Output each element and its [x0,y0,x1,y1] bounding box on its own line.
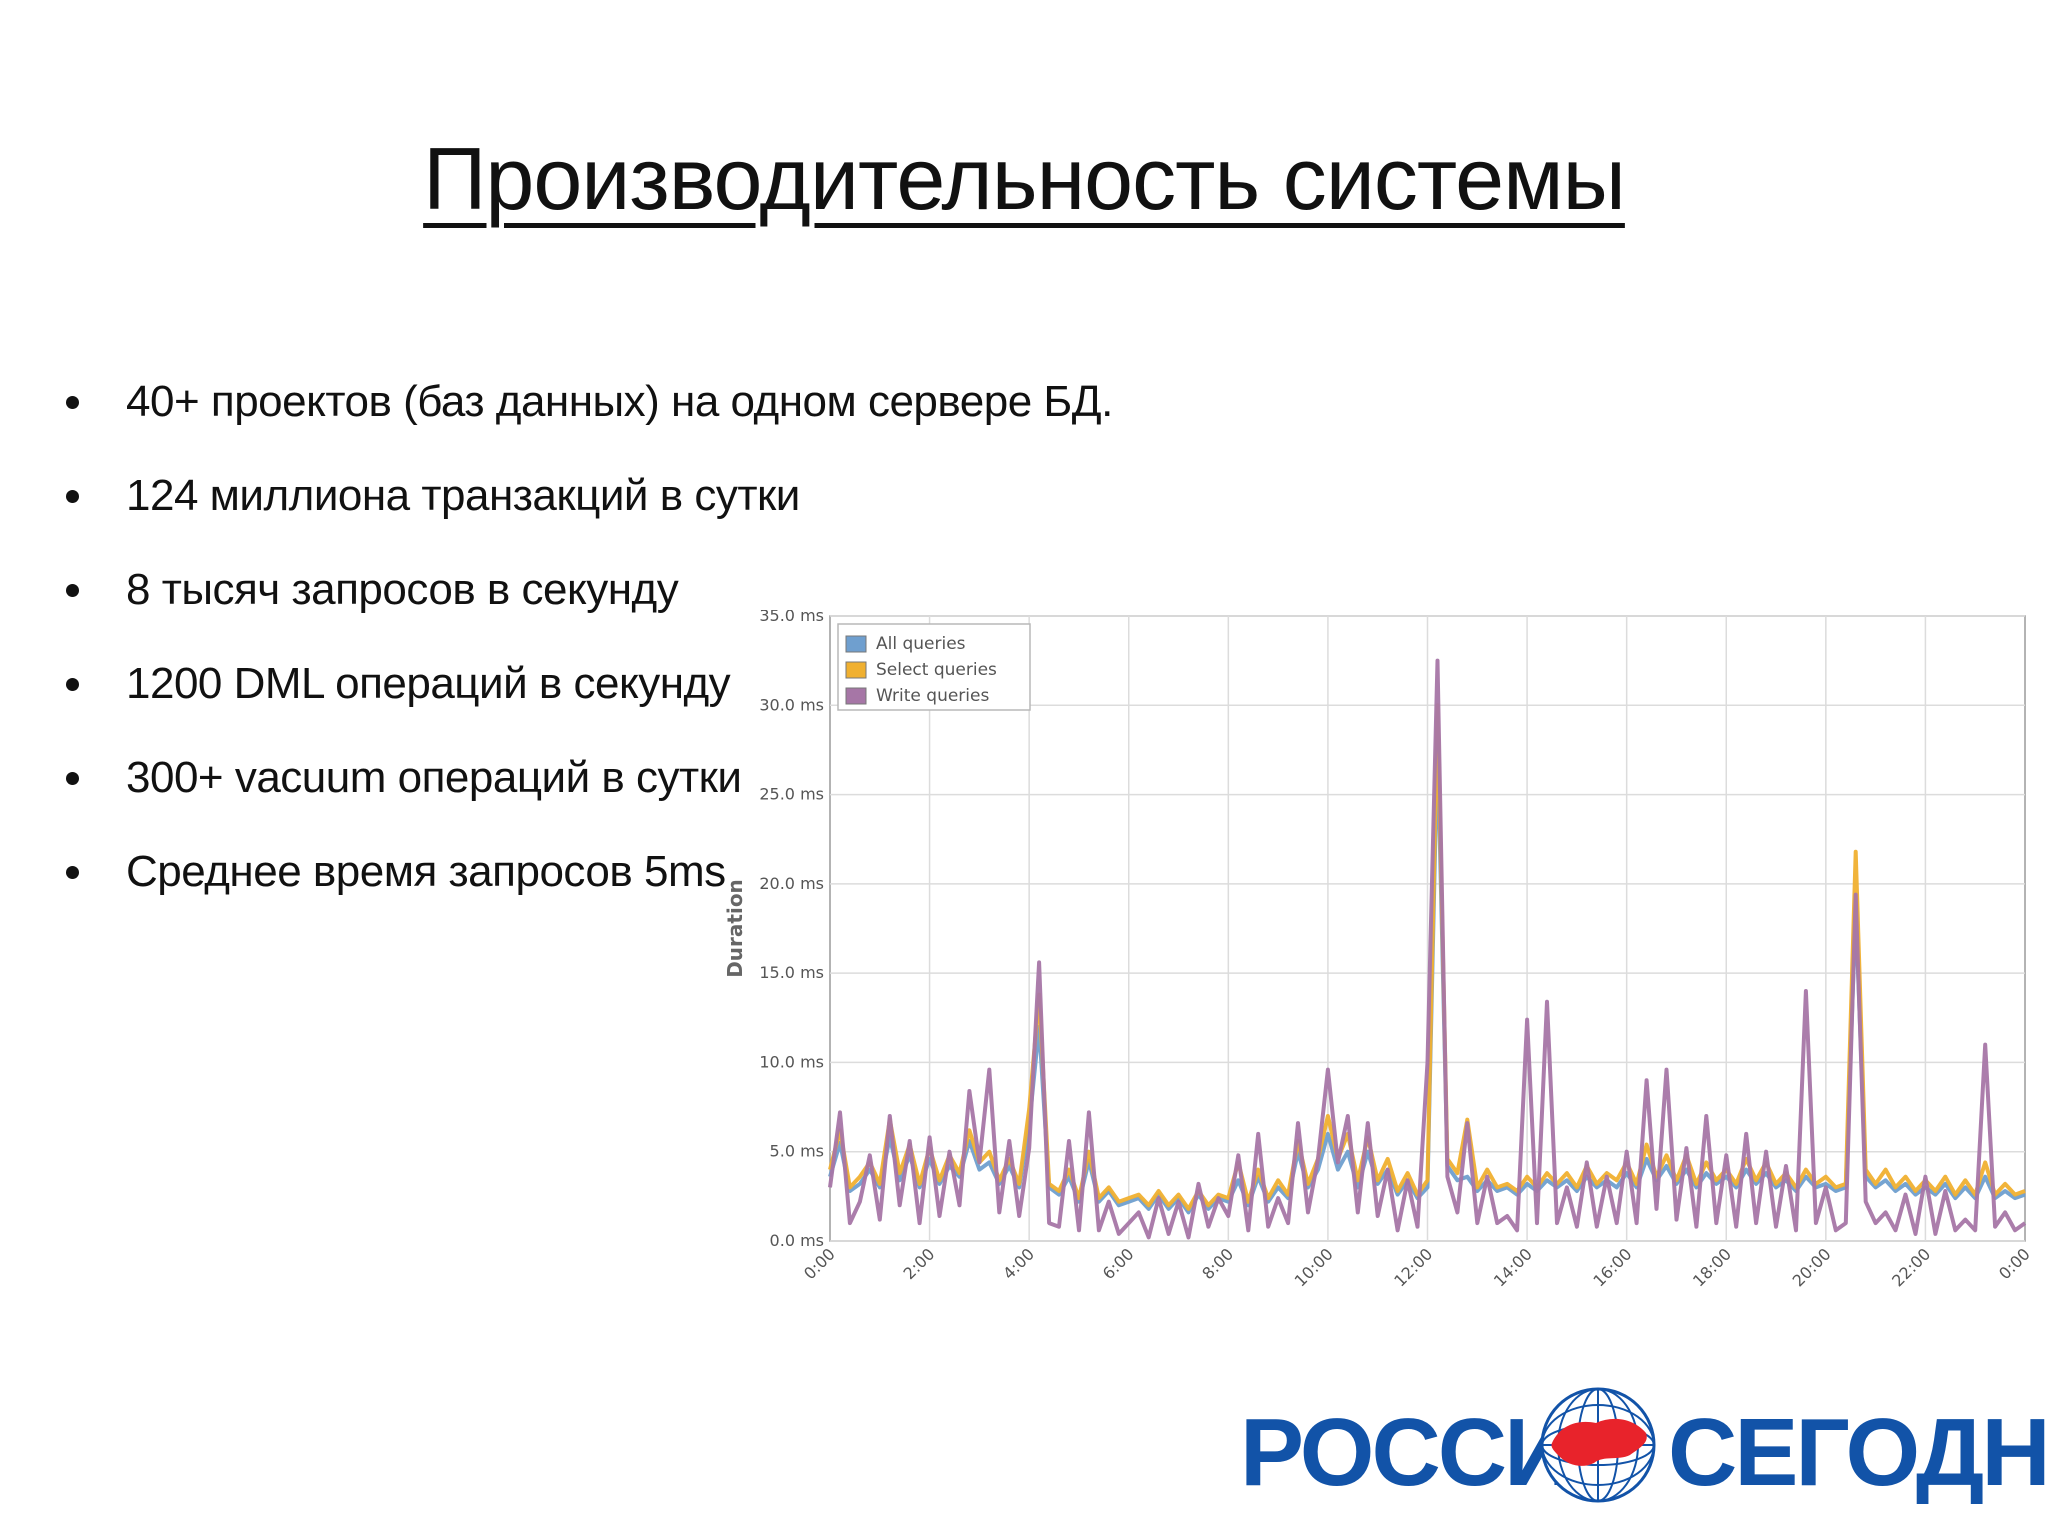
bullet-dot [66,866,79,879]
x-tick-label: 0:00 [800,1244,839,1283]
y-tick-label: 10.0 ms [759,1052,824,1071]
y-tick-label: 35.0 ms [759,610,824,625]
y-tick-label: 25.0 ms [759,785,824,804]
y-tick-label: 20.0 ms [759,874,824,893]
x-tick-label: 8:00 [1198,1244,1237,1283]
y-axis-label: Duration [723,879,747,978]
x-tick-label: 0:00 [1995,1244,2034,1283]
legend-swatch [845,661,867,679]
bullet-dot [66,584,79,597]
legend-label: Select queries [876,660,997,680]
legend-label: Write queries [876,686,989,706]
bullet-item: 40+ проектов (баз данных) на одном серве… [58,355,1113,449]
x-tick-label: 2:00 [900,1244,939,1283]
bullet-dot [66,772,79,785]
bullet-dot [66,678,79,691]
bullet-dot [66,490,79,503]
x-tick-label: 14:00 [1490,1244,1536,1290]
x-tick-label: 16:00 [1589,1244,1635,1290]
x-tick-label: 20:00 [1789,1244,1835,1290]
legend-label: All queries [876,634,966,654]
x-tick-label: 22:00 [1888,1244,1934,1290]
series-line-write-queries [828,658,2027,1240]
bullet-item: Среднее время запросов 5ms [58,825,1113,919]
slide-title: Производительность системы [423,129,1626,228]
logo-word-right: СЕГОДНЯ [1668,1399,2048,1506]
duration-chart-svg: 0.0 ms 5.0 ms 10.0 ms 15.0 ms 20.0 ms 25.0 ms… [723,610,2034,1290]
bullet-list: 40+ проектов (баз данных) на одном серве… [58,355,1113,919]
y-tick-label: 30.0 ms [759,695,824,714]
bullet-item: 8 тысяч запросов в секунду [58,543,1113,637]
x-tick-label: 18:00 [1689,1244,1735,1290]
bullet-dot [66,396,79,409]
x-tick-label: 10:00 [1291,1244,1337,1290]
bullet-item: 124 миллиона транзакций в сутки [58,449,1113,543]
legend-box [837,623,1031,711]
globe-icon [1540,1387,1656,1503]
x-tick-label: 4:00 [999,1244,1038,1283]
y-tick-label: 15.0 ms [759,963,824,982]
legend-swatch [845,687,867,705]
ria-logo: РОССИЯ СЕГОДНЯ [1240,1380,2048,1520]
x-tick-label: 6:00 [1099,1244,1138,1283]
series-line-select-queries [828,703,2026,1211]
legend-swatch [845,635,867,653]
bullet-item: 300+ vacuum операций в сутки [58,731,1113,825]
duration-chart: 0.0 ms 5.0 ms 10.0 ms 15.0 ms 20.0 ms 25.0 ms… [720,610,2040,1310]
bullet-item: 1200 DML операций в секунду [58,637,1113,731]
y-tick-label: 5.0 ms [770,1142,824,1161]
y-tick-label: 0.0 ms [770,1231,824,1250]
x-tick-label: 12:00 [1390,1244,1436,1290]
